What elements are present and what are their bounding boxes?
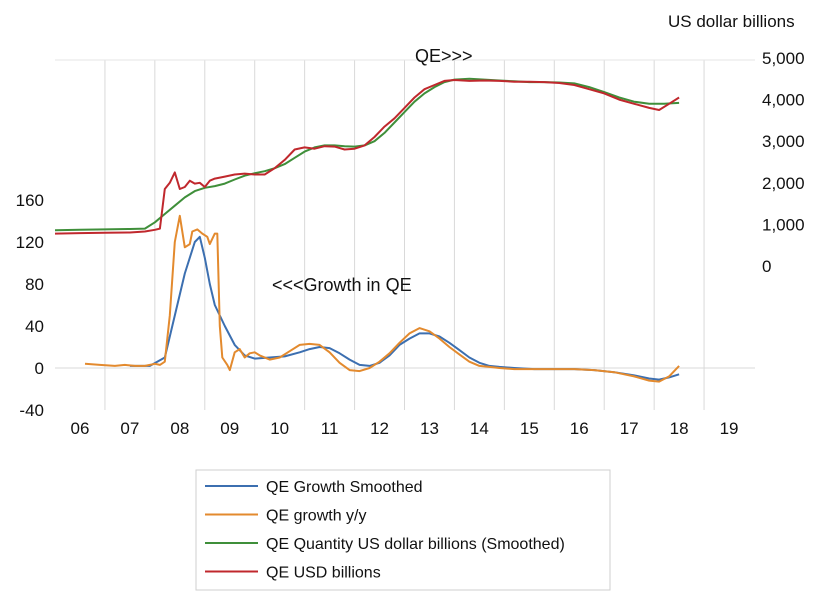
annotation-qe-top: QE>>> xyxy=(415,46,473,66)
x-tick-label: 13 xyxy=(420,419,439,438)
x-tick-label: 10 xyxy=(270,419,289,438)
right-axis-ticks: 5,000 4,000 3,000 2,000 1,000 0 xyxy=(762,49,805,276)
left-tick-label: -40 xyxy=(19,401,44,420)
annotation-growth: <<<Growth in QE xyxy=(272,275,412,295)
x-tick-label: 08 xyxy=(170,419,189,438)
left-tick-label: 160 xyxy=(16,191,44,210)
left-tick-label: 120 xyxy=(16,233,44,252)
right-tick-label: 2,000 xyxy=(762,174,805,193)
x-tick-label: 19 xyxy=(720,419,739,438)
left-tick-label: 0 xyxy=(35,359,44,378)
right-tick-label: 5,000 xyxy=(762,49,805,68)
right-tick-label: 0 xyxy=(762,257,771,276)
x-tick-label: 06 xyxy=(71,419,90,438)
series-lines xyxy=(54,77,680,383)
series-line-qe-growth-y-y xyxy=(84,214,680,383)
x-tick-label: 12 xyxy=(370,419,389,438)
right-tick-label: 3,000 xyxy=(762,132,805,151)
x-tick-label: 17 xyxy=(620,419,639,438)
year-gridlines xyxy=(55,59,755,410)
legend-entry: QE Quantity US dollar billions (Smoothed… xyxy=(266,536,565,553)
legend-entry: QE Growth Smoothed xyxy=(266,479,423,496)
right-tick-label: 1,000 xyxy=(762,215,805,234)
x-axis-ticks: 06 07 08 09 10 11 12 13 14 15 16 17 18 19 xyxy=(71,419,739,438)
series-line-qe-quantity-us-dollar-billions-smoothed xyxy=(54,77,680,232)
x-tick-label: 07 xyxy=(120,419,139,438)
x-tick-label: 15 xyxy=(520,419,539,438)
left-axis-ticks: 160 120 80 40 0 -40 xyxy=(16,191,44,420)
x-tick-label: 14 xyxy=(470,419,489,438)
x-tick-label: 16 xyxy=(570,419,589,438)
legend-entry: QE growth y/y xyxy=(266,508,366,525)
right-tick-label: 4,000 xyxy=(762,91,805,110)
x-tick-label: 18 xyxy=(670,419,689,438)
legend: QE Growth Smoothed QE growth y/y QE Quanti… xyxy=(195,469,611,591)
left-tick-label: 40 xyxy=(25,317,44,336)
left-tick-label: 80 xyxy=(25,275,44,294)
x-tick-label: 09 xyxy=(220,419,239,438)
legend-entry: QE USD billions xyxy=(266,565,381,582)
series-line-qe-usd-billions xyxy=(54,79,680,235)
legend-box xyxy=(195,469,611,591)
right-axis-unit-label: US dollar billions xyxy=(668,12,795,31)
x-tick-label: 11 xyxy=(321,419,339,438)
